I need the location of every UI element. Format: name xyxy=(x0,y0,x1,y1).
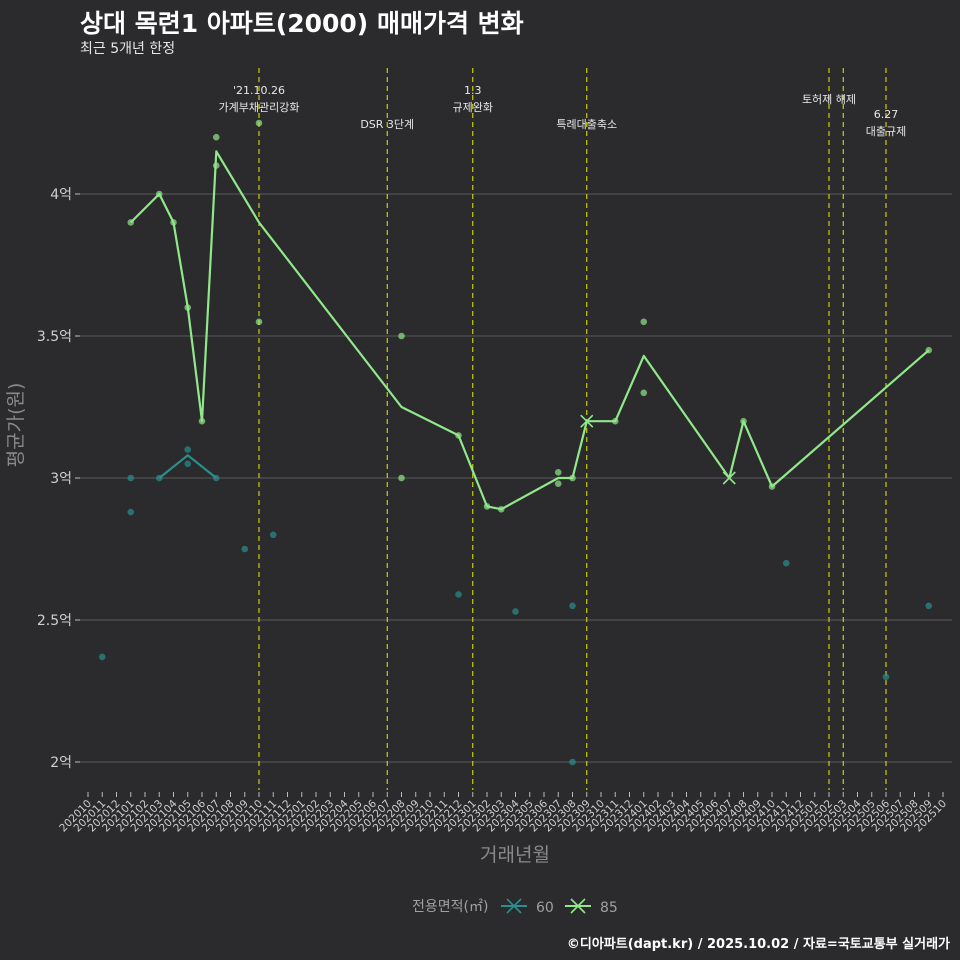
data-point-60 xyxy=(184,446,192,453)
grid-layer xyxy=(80,193,952,763)
data-point-60 xyxy=(455,591,462,598)
data-point-85 xyxy=(554,469,562,476)
data-point-60 xyxy=(269,531,277,539)
data-point-60 xyxy=(569,758,576,766)
data-point-85 xyxy=(483,503,491,510)
data-point-60 xyxy=(184,460,192,468)
data-point-85 xyxy=(640,389,648,397)
legend-label-60: 60 xyxy=(536,900,554,916)
data-point-85 xyxy=(569,474,576,482)
y-tick-label: 3.5억 xyxy=(37,329,72,345)
data-point-85 xyxy=(212,133,220,141)
data-point-85 xyxy=(554,480,562,487)
legend-key-cross-60 xyxy=(506,898,522,914)
x-axis-title: 거래년월 xyxy=(480,844,550,866)
data-point-85 xyxy=(611,417,619,425)
legend: 전용면적(㎡) 60 85 xyxy=(412,898,618,916)
event-label: 가계부채관리강화 xyxy=(219,101,300,114)
data-point-60 xyxy=(512,608,519,615)
data-point-85 xyxy=(455,432,462,439)
data-point-60 xyxy=(127,508,135,516)
y-axis-title: 평균가(원) xyxy=(5,383,27,468)
data-point-85 xyxy=(398,474,405,482)
series-layer xyxy=(98,119,933,766)
data-point-60 xyxy=(212,474,220,482)
data-point-85 xyxy=(198,417,206,425)
data-point-85 xyxy=(184,304,192,311)
data-point-60 xyxy=(925,602,933,610)
y-tick-label: 2억 xyxy=(50,755,72,771)
event-label: 1.3 xyxy=(464,84,482,97)
data-point-60 xyxy=(882,673,890,681)
event-label: '21.10.26 xyxy=(233,84,285,97)
y-tick-label: 3억 xyxy=(50,471,72,487)
data-point-85 xyxy=(740,417,747,425)
data-point-60 xyxy=(569,602,576,610)
series-line-60 xyxy=(158,454,217,479)
data-point-85 xyxy=(155,190,163,198)
data-point-60 xyxy=(782,559,790,567)
axis-layer: 2억2.5억3억3.5억4억20201020201120201220210120… xyxy=(5,187,949,866)
cross-marker-85 xyxy=(580,414,594,428)
event-label: 특례대출축소 xyxy=(556,118,617,131)
data-point-85 xyxy=(768,483,776,490)
data-point-85 xyxy=(640,318,648,326)
data-point-60 xyxy=(98,653,106,661)
legend-key-cross-85 xyxy=(570,898,586,914)
legend-title: 전용면적(㎡) xyxy=(412,899,488,915)
event-label: 규제완화 xyxy=(453,101,493,114)
cross-marker-85 xyxy=(722,471,736,485)
data-point-85 xyxy=(255,119,263,127)
series-line-85 xyxy=(130,150,930,511)
data-point-85 xyxy=(497,505,505,513)
data-point-85 xyxy=(398,332,405,340)
data-point-60 xyxy=(155,474,163,482)
event-label: 6.27 xyxy=(874,108,899,121)
event-label: 토허제 해제 xyxy=(802,92,856,106)
y-tick-label: 4억 xyxy=(50,187,72,203)
data-point-85 xyxy=(212,162,220,169)
data-point-60 xyxy=(241,545,249,553)
chart-title: 상대 목련1 아파트(2000) 매매가격 변화 xyxy=(80,9,524,38)
chart-subtitle: 최근 5개년 한정 xyxy=(80,41,176,57)
data-point-85 xyxy=(127,219,135,226)
event-label: DSR 3단계 xyxy=(360,118,414,131)
source-caption: ©디아파트(dapt.kr) / 2025.10.02 / 자료=국토교통부 실… xyxy=(566,937,950,952)
data-point-85 xyxy=(925,346,933,354)
data-point-85 xyxy=(170,219,177,226)
data-point-60 xyxy=(127,474,135,482)
y-tick-label: 2.5억 xyxy=(37,613,72,629)
legend-label-85: 85 xyxy=(600,900,618,916)
data-point-85 xyxy=(255,318,263,326)
event-label: 대출규제 xyxy=(866,125,906,138)
